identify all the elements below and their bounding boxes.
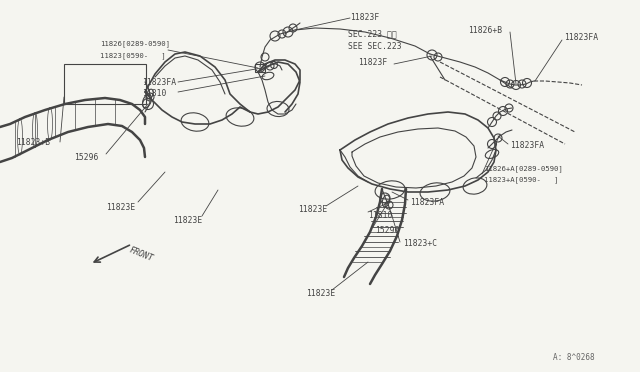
Text: 11823FA: 11823FA: [410, 198, 444, 206]
Text: 11823E: 11823E: [173, 215, 202, 224]
Text: 11810: 11810: [142, 89, 166, 97]
Text: 11826[0289-0590]: 11826[0289-0590]: [100, 41, 170, 47]
Text: 11823+A[0590-   ]: 11823+A[0590- ]: [484, 177, 558, 183]
Text: 11823E: 11823E: [106, 202, 135, 212]
Text: 11823+B: 11823+B: [16, 138, 50, 147]
Text: 11823FA: 11823FA: [564, 32, 598, 42]
Text: 11823+C: 11823+C: [403, 240, 437, 248]
Text: 11823F: 11823F: [350, 13, 380, 22]
Text: SEC.223 参照: SEC.223 参照: [348, 29, 397, 38]
Text: SEE SEC.223: SEE SEC.223: [348, 42, 402, 51]
Text: A: 8^0268: A: 8^0268: [554, 353, 595, 362]
Text: 15296: 15296: [74, 153, 99, 161]
Text: 11823F: 11823F: [358, 58, 387, 67]
Text: 11826+A[0289-0590]: 11826+A[0289-0590]: [484, 166, 563, 172]
Text: 11823[0590-   ]: 11823[0590- ]: [100, 52, 166, 60]
Text: 11810: 11810: [368, 211, 392, 219]
Text: 15296: 15296: [375, 225, 399, 234]
Text: 11823E: 11823E: [306, 289, 335, 298]
Bar: [255, 64, 265, 72]
Text: 11823FA: 11823FA: [142, 77, 176, 87]
Bar: [64, 64, 146, 104]
Text: FRONT: FRONT: [128, 245, 154, 263]
Text: 11823FA: 11823FA: [510, 141, 544, 150]
Text: 11823E: 11823E: [298, 205, 327, 214]
Text: 11826+B: 11826+B: [468, 26, 502, 35]
